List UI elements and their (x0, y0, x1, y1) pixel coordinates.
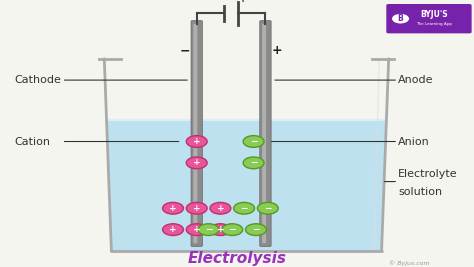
Circle shape (186, 224, 207, 235)
FancyBboxPatch shape (260, 21, 271, 246)
Text: The Learning App: The Learning App (416, 22, 452, 26)
Text: +: + (169, 204, 177, 213)
Text: +: + (272, 44, 283, 57)
Text: solution: solution (398, 187, 442, 197)
Circle shape (210, 202, 231, 214)
Text: −: − (228, 225, 236, 234)
Text: Electrolyte: Electrolyte (398, 168, 458, 179)
Text: −: − (250, 158, 257, 167)
Text: +: + (169, 225, 177, 234)
Text: +: + (217, 225, 224, 234)
Text: +: + (217, 204, 224, 213)
Circle shape (243, 157, 264, 169)
Circle shape (234, 202, 255, 214)
Text: −: − (205, 225, 212, 234)
Circle shape (246, 224, 266, 235)
Text: BYJU'S: BYJU'S (420, 10, 447, 19)
Text: −: − (252, 225, 260, 234)
Circle shape (186, 157, 207, 169)
Text: −: − (250, 137, 257, 146)
Text: −: − (240, 204, 248, 213)
Text: −: − (216, 0, 224, 4)
Circle shape (392, 14, 409, 23)
Circle shape (243, 136, 264, 147)
Circle shape (198, 224, 219, 235)
Text: Anode: Anode (398, 75, 434, 85)
Circle shape (186, 202, 207, 214)
Circle shape (186, 136, 207, 147)
Text: +: + (193, 137, 201, 146)
Text: +: + (193, 158, 201, 167)
Circle shape (210, 224, 231, 235)
Text: +: + (239, 0, 247, 4)
FancyBboxPatch shape (193, 24, 197, 243)
Text: −: − (264, 204, 272, 213)
Text: +: + (193, 204, 201, 213)
Text: +: + (193, 225, 201, 234)
Circle shape (163, 224, 183, 235)
Text: Cation: Cation (14, 136, 50, 147)
FancyBboxPatch shape (262, 24, 266, 243)
Text: Cathode: Cathode (14, 75, 61, 85)
FancyBboxPatch shape (191, 21, 202, 246)
Text: −: − (180, 44, 190, 57)
FancyBboxPatch shape (386, 4, 472, 33)
Text: Anion: Anion (398, 136, 430, 147)
Text: © Byjus.com: © Byjus.com (389, 260, 429, 266)
Text: B: B (398, 14, 403, 23)
Polygon shape (107, 120, 386, 250)
Circle shape (257, 202, 278, 214)
Text: Electrolysis: Electrolysis (188, 251, 286, 266)
Circle shape (163, 202, 183, 214)
Circle shape (222, 224, 243, 235)
